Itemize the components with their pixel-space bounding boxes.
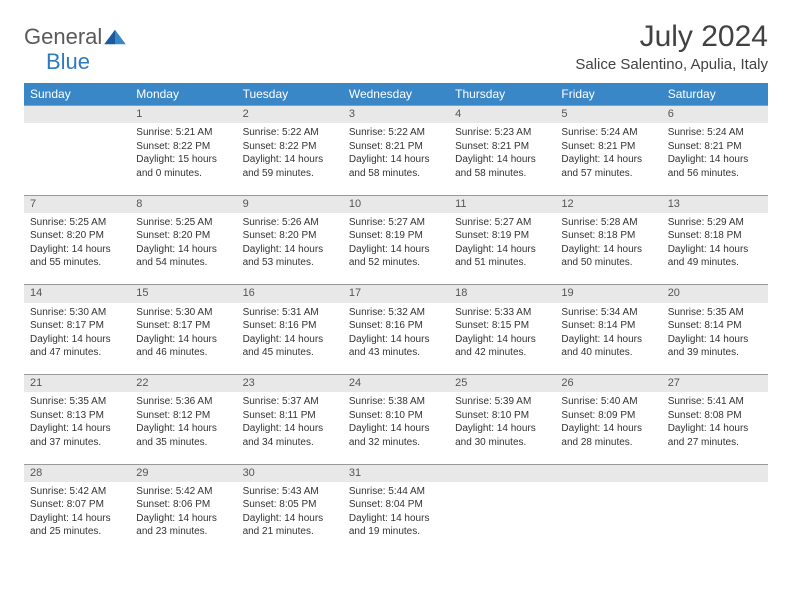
day-content-cell: Sunrise: 5:38 AMSunset: 8:10 PMDaylight:… xyxy=(343,392,449,464)
day-number-cell: 8 xyxy=(130,195,236,213)
title-block: July 2024 Salice Salentino, Apulia, Ital… xyxy=(575,20,768,73)
day-content-cell: Sunrise: 5:29 AMSunset: 8:18 PMDaylight:… xyxy=(662,213,768,285)
day-content-cell: Sunrise: 5:42 AMSunset: 8:07 PMDaylight:… xyxy=(24,482,130,554)
brand-part-2: Blue xyxy=(46,49,90,74)
day-content-cell: Sunrise: 5:24 AMSunset: 8:21 PMDaylight:… xyxy=(662,123,768,195)
day-number-cell: 2 xyxy=(237,106,343,124)
day-number-cell: 5 xyxy=(555,106,661,124)
weekday-header: Friday xyxy=(555,83,661,106)
day-number-cell: 7 xyxy=(24,195,130,213)
day-number-cell: 14 xyxy=(24,285,130,303)
day-content-row: Sunrise: 5:35 AMSunset: 8:13 PMDaylight:… xyxy=(24,392,768,464)
day-content-row: Sunrise: 5:21 AMSunset: 8:22 PMDaylight:… xyxy=(24,123,768,195)
day-number-cell: 13 xyxy=(662,195,768,213)
day-content-cell: Sunrise: 5:23 AMSunset: 8:21 PMDaylight:… xyxy=(449,123,555,195)
day-number-cell: 1 xyxy=(130,106,236,124)
day-content-cell xyxy=(24,123,130,195)
day-number-cell: 17 xyxy=(343,285,449,303)
weekday-header: Tuesday xyxy=(237,83,343,106)
day-content-cell: Sunrise: 5:30 AMSunset: 8:17 PMDaylight:… xyxy=(130,303,236,375)
day-number-cell: 18 xyxy=(449,285,555,303)
day-content-cell: Sunrise: 5:27 AMSunset: 8:19 PMDaylight:… xyxy=(343,213,449,285)
day-number-cell: 31 xyxy=(343,464,449,482)
day-number-cell: 27 xyxy=(662,375,768,393)
day-number-row: 78910111213 xyxy=(24,195,768,213)
day-number-cell: 6 xyxy=(662,106,768,124)
day-content-cell: Sunrise: 5:32 AMSunset: 8:16 PMDaylight:… xyxy=(343,303,449,375)
brand-triangle-icon xyxy=(104,28,126,46)
day-number-cell: 25 xyxy=(449,375,555,393)
calendar-body: 123456Sunrise: 5:21 AMSunset: 8:22 PMDay… xyxy=(24,106,768,554)
day-content-cell xyxy=(662,482,768,554)
day-number-row: 21222324252627 xyxy=(24,375,768,393)
day-number-cell: 16 xyxy=(237,285,343,303)
day-number-row: 28293031 xyxy=(24,464,768,482)
day-content-cell: Sunrise: 5:34 AMSunset: 8:14 PMDaylight:… xyxy=(555,303,661,375)
day-content-row: Sunrise: 5:30 AMSunset: 8:17 PMDaylight:… xyxy=(24,303,768,375)
day-number-cell: 28 xyxy=(24,464,130,482)
day-content-cell: Sunrise: 5:40 AMSunset: 8:09 PMDaylight:… xyxy=(555,392,661,464)
day-content-cell: Sunrise: 5:31 AMSunset: 8:16 PMDaylight:… xyxy=(237,303,343,375)
brand-part-1: General xyxy=(24,24,102,50)
day-content-cell: Sunrise: 5:37 AMSunset: 8:11 PMDaylight:… xyxy=(237,392,343,464)
day-number-cell: 24 xyxy=(343,375,449,393)
day-content-cell: Sunrise: 5:35 AMSunset: 8:14 PMDaylight:… xyxy=(662,303,768,375)
day-number-cell: 22 xyxy=(130,375,236,393)
day-number-cell: 9 xyxy=(237,195,343,213)
day-number-cell: 4 xyxy=(449,106,555,124)
day-number-cell xyxy=(24,106,130,124)
day-content-cell: Sunrise: 5:26 AMSunset: 8:20 PMDaylight:… xyxy=(237,213,343,285)
day-content-cell: Sunrise: 5:24 AMSunset: 8:21 PMDaylight:… xyxy=(555,123,661,195)
day-content-cell: Sunrise: 5:25 AMSunset: 8:20 PMDaylight:… xyxy=(130,213,236,285)
day-content-cell: Sunrise: 5:21 AMSunset: 8:22 PMDaylight:… xyxy=(130,123,236,195)
day-content-cell: Sunrise: 5:44 AMSunset: 8:04 PMDaylight:… xyxy=(343,482,449,554)
weekday-header-row: Sunday Monday Tuesday Wednesday Thursday… xyxy=(24,83,768,106)
day-number-cell: 12 xyxy=(555,195,661,213)
weekday-header: Sunday xyxy=(24,83,130,106)
day-number-cell: 26 xyxy=(555,375,661,393)
day-number-cell: 29 xyxy=(130,464,236,482)
day-number-cell: 20 xyxy=(662,285,768,303)
day-content-cell: Sunrise: 5:22 AMSunset: 8:22 PMDaylight:… xyxy=(237,123,343,195)
day-number-row: 123456 xyxy=(24,106,768,124)
day-number-cell: 11 xyxy=(449,195,555,213)
day-content-cell xyxy=(555,482,661,554)
day-number-cell: 21 xyxy=(24,375,130,393)
weekday-header: Saturday xyxy=(662,83,768,106)
day-number-cell: 15 xyxy=(130,285,236,303)
month-year: July 2024 xyxy=(575,20,768,54)
weekday-header: Monday xyxy=(130,83,236,106)
day-number-row: 14151617181920 xyxy=(24,285,768,303)
day-content-cell xyxy=(449,482,555,554)
day-number-cell xyxy=(449,464,555,482)
weekday-header: Thursday xyxy=(449,83,555,106)
calendar-table: Sunday Monday Tuesday Wednesday Thursday… xyxy=(24,83,768,554)
day-content-cell: Sunrise: 5:22 AMSunset: 8:21 PMDaylight:… xyxy=(343,123,449,195)
day-content-cell: Sunrise: 5:36 AMSunset: 8:12 PMDaylight:… xyxy=(130,392,236,464)
day-number-cell xyxy=(662,464,768,482)
day-content-cell: Sunrise: 5:28 AMSunset: 8:18 PMDaylight:… xyxy=(555,213,661,285)
day-number-cell: 19 xyxy=(555,285,661,303)
day-content-cell: Sunrise: 5:42 AMSunset: 8:06 PMDaylight:… xyxy=(130,482,236,554)
day-number-cell: 23 xyxy=(237,375,343,393)
day-content-cell: Sunrise: 5:35 AMSunset: 8:13 PMDaylight:… xyxy=(24,392,130,464)
day-content-cell: Sunrise: 5:43 AMSunset: 8:05 PMDaylight:… xyxy=(237,482,343,554)
weekday-header: Wednesday xyxy=(343,83,449,106)
location: Salice Salentino, Apulia, Italy xyxy=(575,56,768,73)
day-number-cell: 30 xyxy=(237,464,343,482)
day-content-row: Sunrise: 5:42 AMSunset: 8:07 PMDaylight:… xyxy=(24,482,768,554)
day-content-cell: Sunrise: 5:30 AMSunset: 8:17 PMDaylight:… xyxy=(24,303,130,375)
day-number-cell: 3 xyxy=(343,106,449,124)
day-content-cell: Sunrise: 5:41 AMSunset: 8:08 PMDaylight:… xyxy=(662,392,768,464)
day-number-cell: 10 xyxy=(343,195,449,213)
day-content-cell: Sunrise: 5:39 AMSunset: 8:10 PMDaylight:… xyxy=(449,392,555,464)
day-content-cell: Sunrise: 5:25 AMSunset: 8:20 PMDaylight:… xyxy=(24,213,130,285)
day-content-cell: Sunrise: 5:33 AMSunset: 8:15 PMDaylight:… xyxy=(449,303,555,375)
day-number-cell xyxy=(555,464,661,482)
brand-logo: General xyxy=(24,20,128,50)
day-content-cell: Sunrise: 5:27 AMSunset: 8:19 PMDaylight:… xyxy=(449,213,555,285)
day-content-row: Sunrise: 5:25 AMSunset: 8:20 PMDaylight:… xyxy=(24,213,768,285)
